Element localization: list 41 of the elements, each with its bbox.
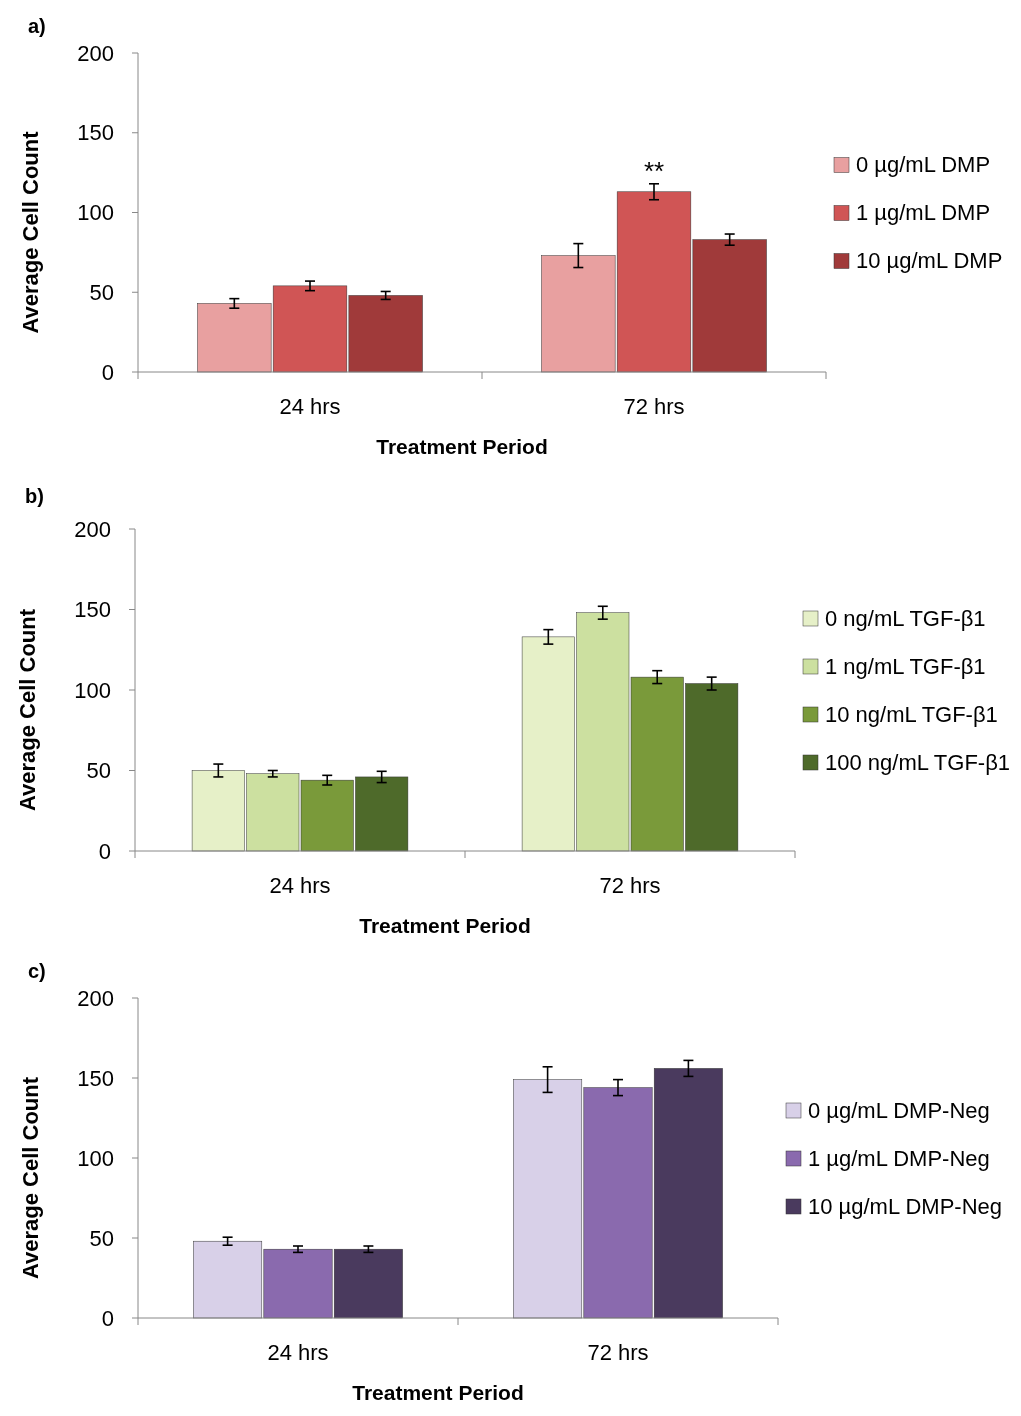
legend-label: 10 µg/mL DMP bbox=[856, 248, 1003, 274]
chart-title: c) bbox=[28, 960, 46, 982]
chart-title: a) bbox=[28, 15, 46, 37]
y-tick-label: 0 bbox=[101, 1305, 114, 1331]
y-axis-title: Average Cell Count bbox=[18, 130, 43, 334]
legend-label: 1 ng/mL TGF-β1 bbox=[825, 653, 986, 679]
y-tick-label: 50 bbox=[86, 758, 111, 784]
x-axis-title: Treatment Period bbox=[352, 1381, 524, 1404]
y-tick-label: 100 bbox=[77, 200, 114, 226]
y-tick-label: 100 bbox=[77, 1145, 114, 1171]
y-tick-label: 100 bbox=[74, 677, 111, 703]
x-tick-label: 72 hrs bbox=[599, 873, 661, 898]
legend-label: 0 ng/mL TGF-β1 bbox=[825, 605, 986, 631]
x-tick-label: 24 hrs bbox=[269, 873, 331, 898]
legend-label: 10 ng/mL TGF-β1 bbox=[825, 701, 998, 727]
x-tick-label: 24 hrs bbox=[279, 394, 341, 419]
y-tick-label: 150 bbox=[77, 120, 114, 146]
y-tick-label: 200 bbox=[77, 40, 114, 66]
x-axis-title: Treatment Period bbox=[376, 435, 548, 458]
y-tick-label: 0 bbox=[101, 359, 114, 385]
y-tick-label: 150 bbox=[77, 1065, 114, 1091]
x-tick-label: 24 hrs bbox=[267, 1340, 329, 1365]
y-tick-label: 150 bbox=[74, 597, 111, 623]
y-tick-label: 50 bbox=[89, 1225, 114, 1251]
legend-label: 1 µg/mL DMP bbox=[856, 200, 991, 226]
legend-label: 0 µg/mL DMP-Neg bbox=[808, 1097, 990, 1123]
y-tick-label: 200 bbox=[74, 516, 111, 542]
annotation: ** bbox=[643, 156, 665, 187]
y-tick-label: 200 bbox=[77, 985, 114, 1011]
chart-title: b) bbox=[25, 485, 44, 507]
x-tick-label: 72 hrs bbox=[587, 1340, 649, 1365]
legend-label: 1 µg/mL DMP-Neg bbox=[808, 1145, 990, 1171]
legend-label: 10 µg/mL DMP-Neg bbox=[808, 1193, 1003, 1219]
y-tick-label: 0 bbox=[98, 838, 111, 864]
legend-label: 0 µg/mL DMP bbox=[856, 152, 991, 178]
x-axis-title: Treatment Period bbox=[359, 914, 531, 937]
y-axis-title: Average Cell Count bbox=[18, 1076, 43, 1280]
legend-label: 100 ng/mL TGF-β1 bbox=[825, 749, 1011, 775]
y-axis-title: Average Cell Count bbox=[15, 608, 40, 812]
y-tick-label: 50 bbox=[89, 279, 114, 305]
x-tick-label: 72 hrs bbox=[623, 394, 685, 419]
